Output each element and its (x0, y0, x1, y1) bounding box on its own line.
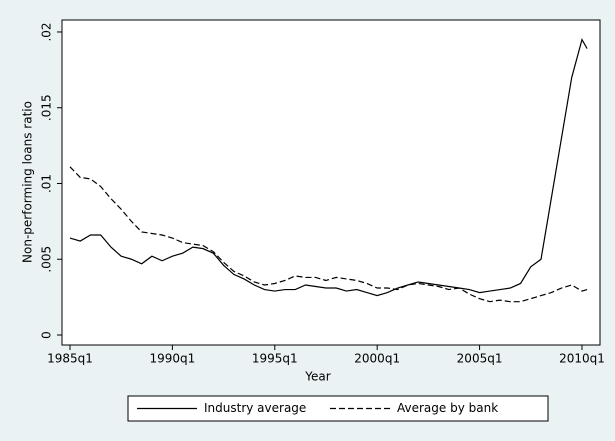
x-tick-label: 1990q1 (149, 352, 195, 366)
plot-area (61, 19, 601, 346)
legend-label: Average by bank (397, 401, 498, 415)
x-tick-label: 2005q1 (457, 352, 503, 366)
x-tick-label: 1995q1 (252, 352, 298, 366)
legend-label: Industry average (204, 401, 306, 415)
x-tick-label: 1985q1 (47, 352, 93, 366)
series-line (69, 166, 588, 303)
y-tick-label: .02 (40, 22, 54, 41)
series-line (69, 37, 588, 297)
legend (127, 395, 549, 422)
y-tick-label: .015 (40, 94, 54, 121)
y-tick-label: .005 (40, 246, 54, 273)
y-axis-title: Non-performing loans ratio (21, 101, 35, 263)
x-tick-label: 2010q1 (559, 352, 605, 366)
y-tick-label: .01 (40, 174, 54, 193)
y-tick-label: 0 (40, 331, 54, 339)
x-axis-title: Year (304, 370, 330, 384)
x-tick-label: 2000q1 (354, 352, 400, 366)
